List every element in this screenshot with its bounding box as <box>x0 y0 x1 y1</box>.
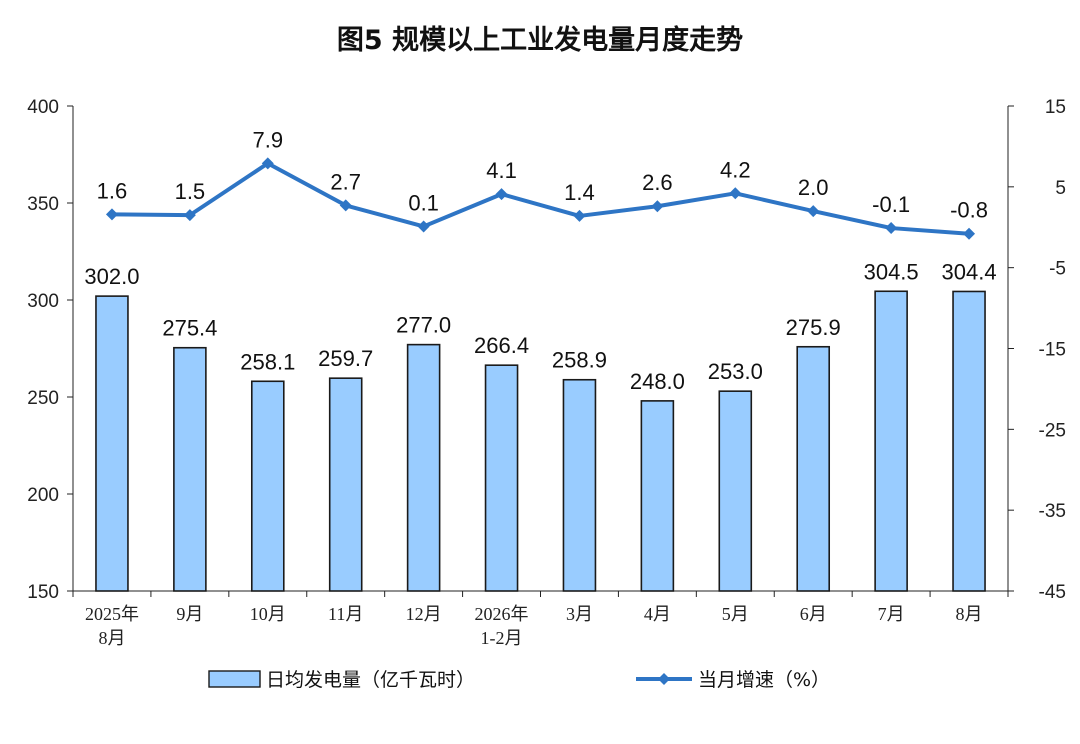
line-point <box>807 205 820 218</box>
line-point <box>417 220 430 233</box>
y-left-tick-label: 150 <box>27 582 59 603</box>
bar <box>952 290 986 592</box>
line-data-label: 1.4 <box>564 180 595 205</box>
line-data-label: 1.5 <box>175 179 206 204</box>
x-tick-label: 2025年 8月 <box>85 604 139 648</box>
y-left-tick-label: 350 <box>27 194 59 215</box>
y-left-tick-label: 250 <box>27 388 59 409</box>
bar <box>406 343 441 592</box>
legend-line-label: 当月增速（%） <box>698 669 830 691</box>
bar <box>328 377 363 592</box>
line-data-label: 2.0 <box>798 175 829 200</box>
line-point <box>885 222 898 235</box>
x-tick-label: 2026年 1-2月 <box>475 604 529 648</box>
legend-bar-swatch <box>208 670 261 688</box>
bar <box>562 378 597 592</box>
bar <box>640 400 675 592</box>
x-tick-label: 4月 <box>644 604 671 624</box>
bar-data-label: 277.0 <box>396 313 451 338</box>
y-left-tick-label: 400 <box>27 97 59 118</box>
bar <box>173 346 207 592</box>
line-data-label: -0.1 <box>872 192 910 217</box>
y-right-tick-label: 5 <box>1055 178 1066 199</box>
bar-data-label: 258.9 <box>552 348 607 373</box>
bar-data-label: 275.4 <box>162 316 217 341</box>
line-data-label: 2.6 <box>642 170 673 195</box>
bar-data-label: 258.1 <box>240 349 295 374</box>
x-tick-label: 8月 <box>956 604 983 624</box>
bar-data-label: 259.7 <box>318 346 373 371</box>
x-tick-label: 6月 <box>800 604 827 624</box>
bar <box>718 390 753 592</box>
line-point <box>963 227 976 240</box>
line-point <box>183 209 196 222</box>
line-point <box>495 188 508 201</box>
y-left-tick-label: 200 <box>27 485 59 506</box>
line-data-label: 4.1 <box>486 158 517 183</box>
line-data-label: 1.6 <box>97 178 128 203</box>
line-point <box>105 208 118 221</box>
bar <box>874 290 908 592</box>
legend-bar-label: 日均发电量（亿千瓦时） <box>266 669 475 691</box>
bar <box>95 295 129 592</box>
y-right-tick-label: -45 <box>1039 582 1066 603</box>
line-point <box>729 187 742 200</box>
bar-data-label: 302.0 <box>84 264 139 289</box>
x-tick-label: 9月 <box>176 604 203 624</box>
line-point <box>651 200 664 213</box>
bar-data-label: 253.0 <box>708 359 763 384</box>
bar-data-label: 248.0 <box>630 369 685 394</box>
line-point <box>261 157 274 170</box>
x-tick-label: 7月 <box>878 604 905 624</box>
x-tick-label: 10月 <box>250 604 286 624</box>
x-tick-label: 5月 <box>722 604 749 624</box>
y-right-tick-label: -15 <box>1039 340 1066 361</box>
bar <box>484 364 519 592</box>
bar-data-label: 266.4 <box>474 333 529 358</box>
line-data-label: -0.8 <box>950 198 988 223</box>
bar <box>796 345 831 592</box>
y-right-tick-label: -25 <box>1039 420 1066 441</box>
bar-data-label: 304.4 <box>942 259 997 284</box>
growth-line <box>111 161 970 236</box>
x-tick-label: 12月 <box>406 604 442 624</box>
y-left-tick-label: 300 <box>27 291 59 312</box>
legend-line-marker <box>658 673 670 685</box>
y-right-tick-label: 15 <box>1045 97 1066 118</box>
x-tick-label: 11月 <box>328 604 363 624</box>
chart-title: 图5 规模以上工业发电量月度走势 <box>336 25 744 56</box>
line-data-label: 4.2 <box>720 157 751 182</box>
bar-data-label: 304.5 <box>864 259 919 284</box>
bar <box>250 380 285 592</box>
line-data-label: 2.7 <box>330 169 361 194</box>
x-tick-label: 3月 <box>566 604 593 624</box>
line-point <box>573 209 586 222</box>
line-point <box>339 199 352 212</box>
bar-data-label: 275.9 <box>786 315 841 340</box>
line-data-label: 7.9 <box>252 127 283 152</box>
line-data-label: 0.1 <box>408 190 439 215</box>
y-right-tick-label: -35 <box>1039 501 1066 522</box>
y-right-tick-label: -5 <box>1049 259 1066 280</box>
